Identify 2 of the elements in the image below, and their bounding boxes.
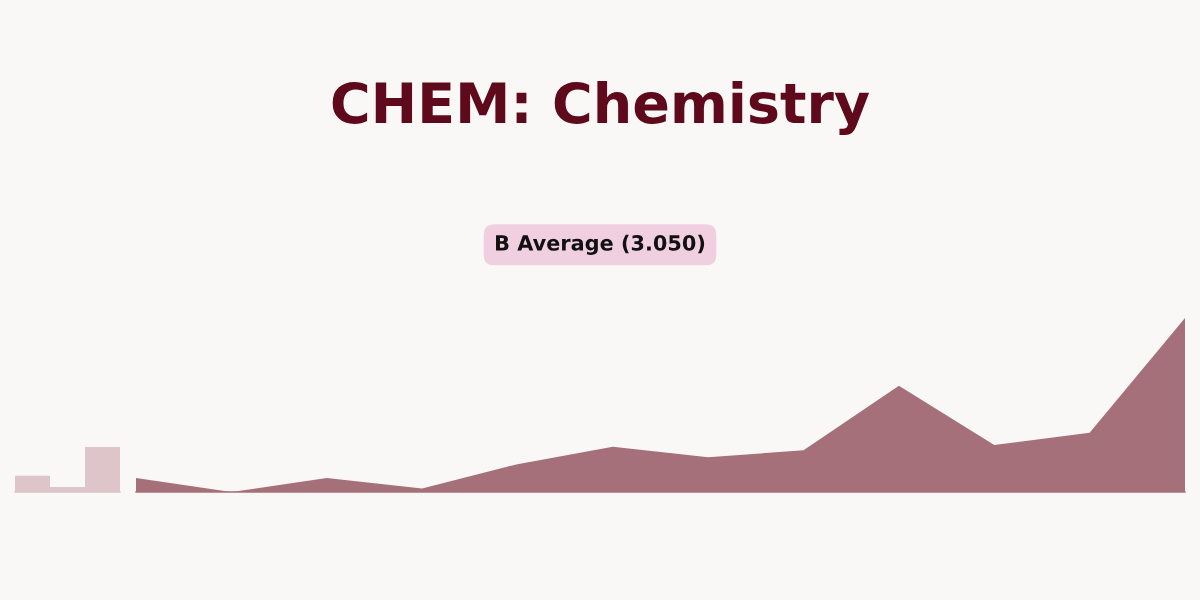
text: B Average (3.050) bbox=[496, 234, 705, 255]
chart-title: CHEM: Chemistry bbox=[332, 80, 870, 136]
